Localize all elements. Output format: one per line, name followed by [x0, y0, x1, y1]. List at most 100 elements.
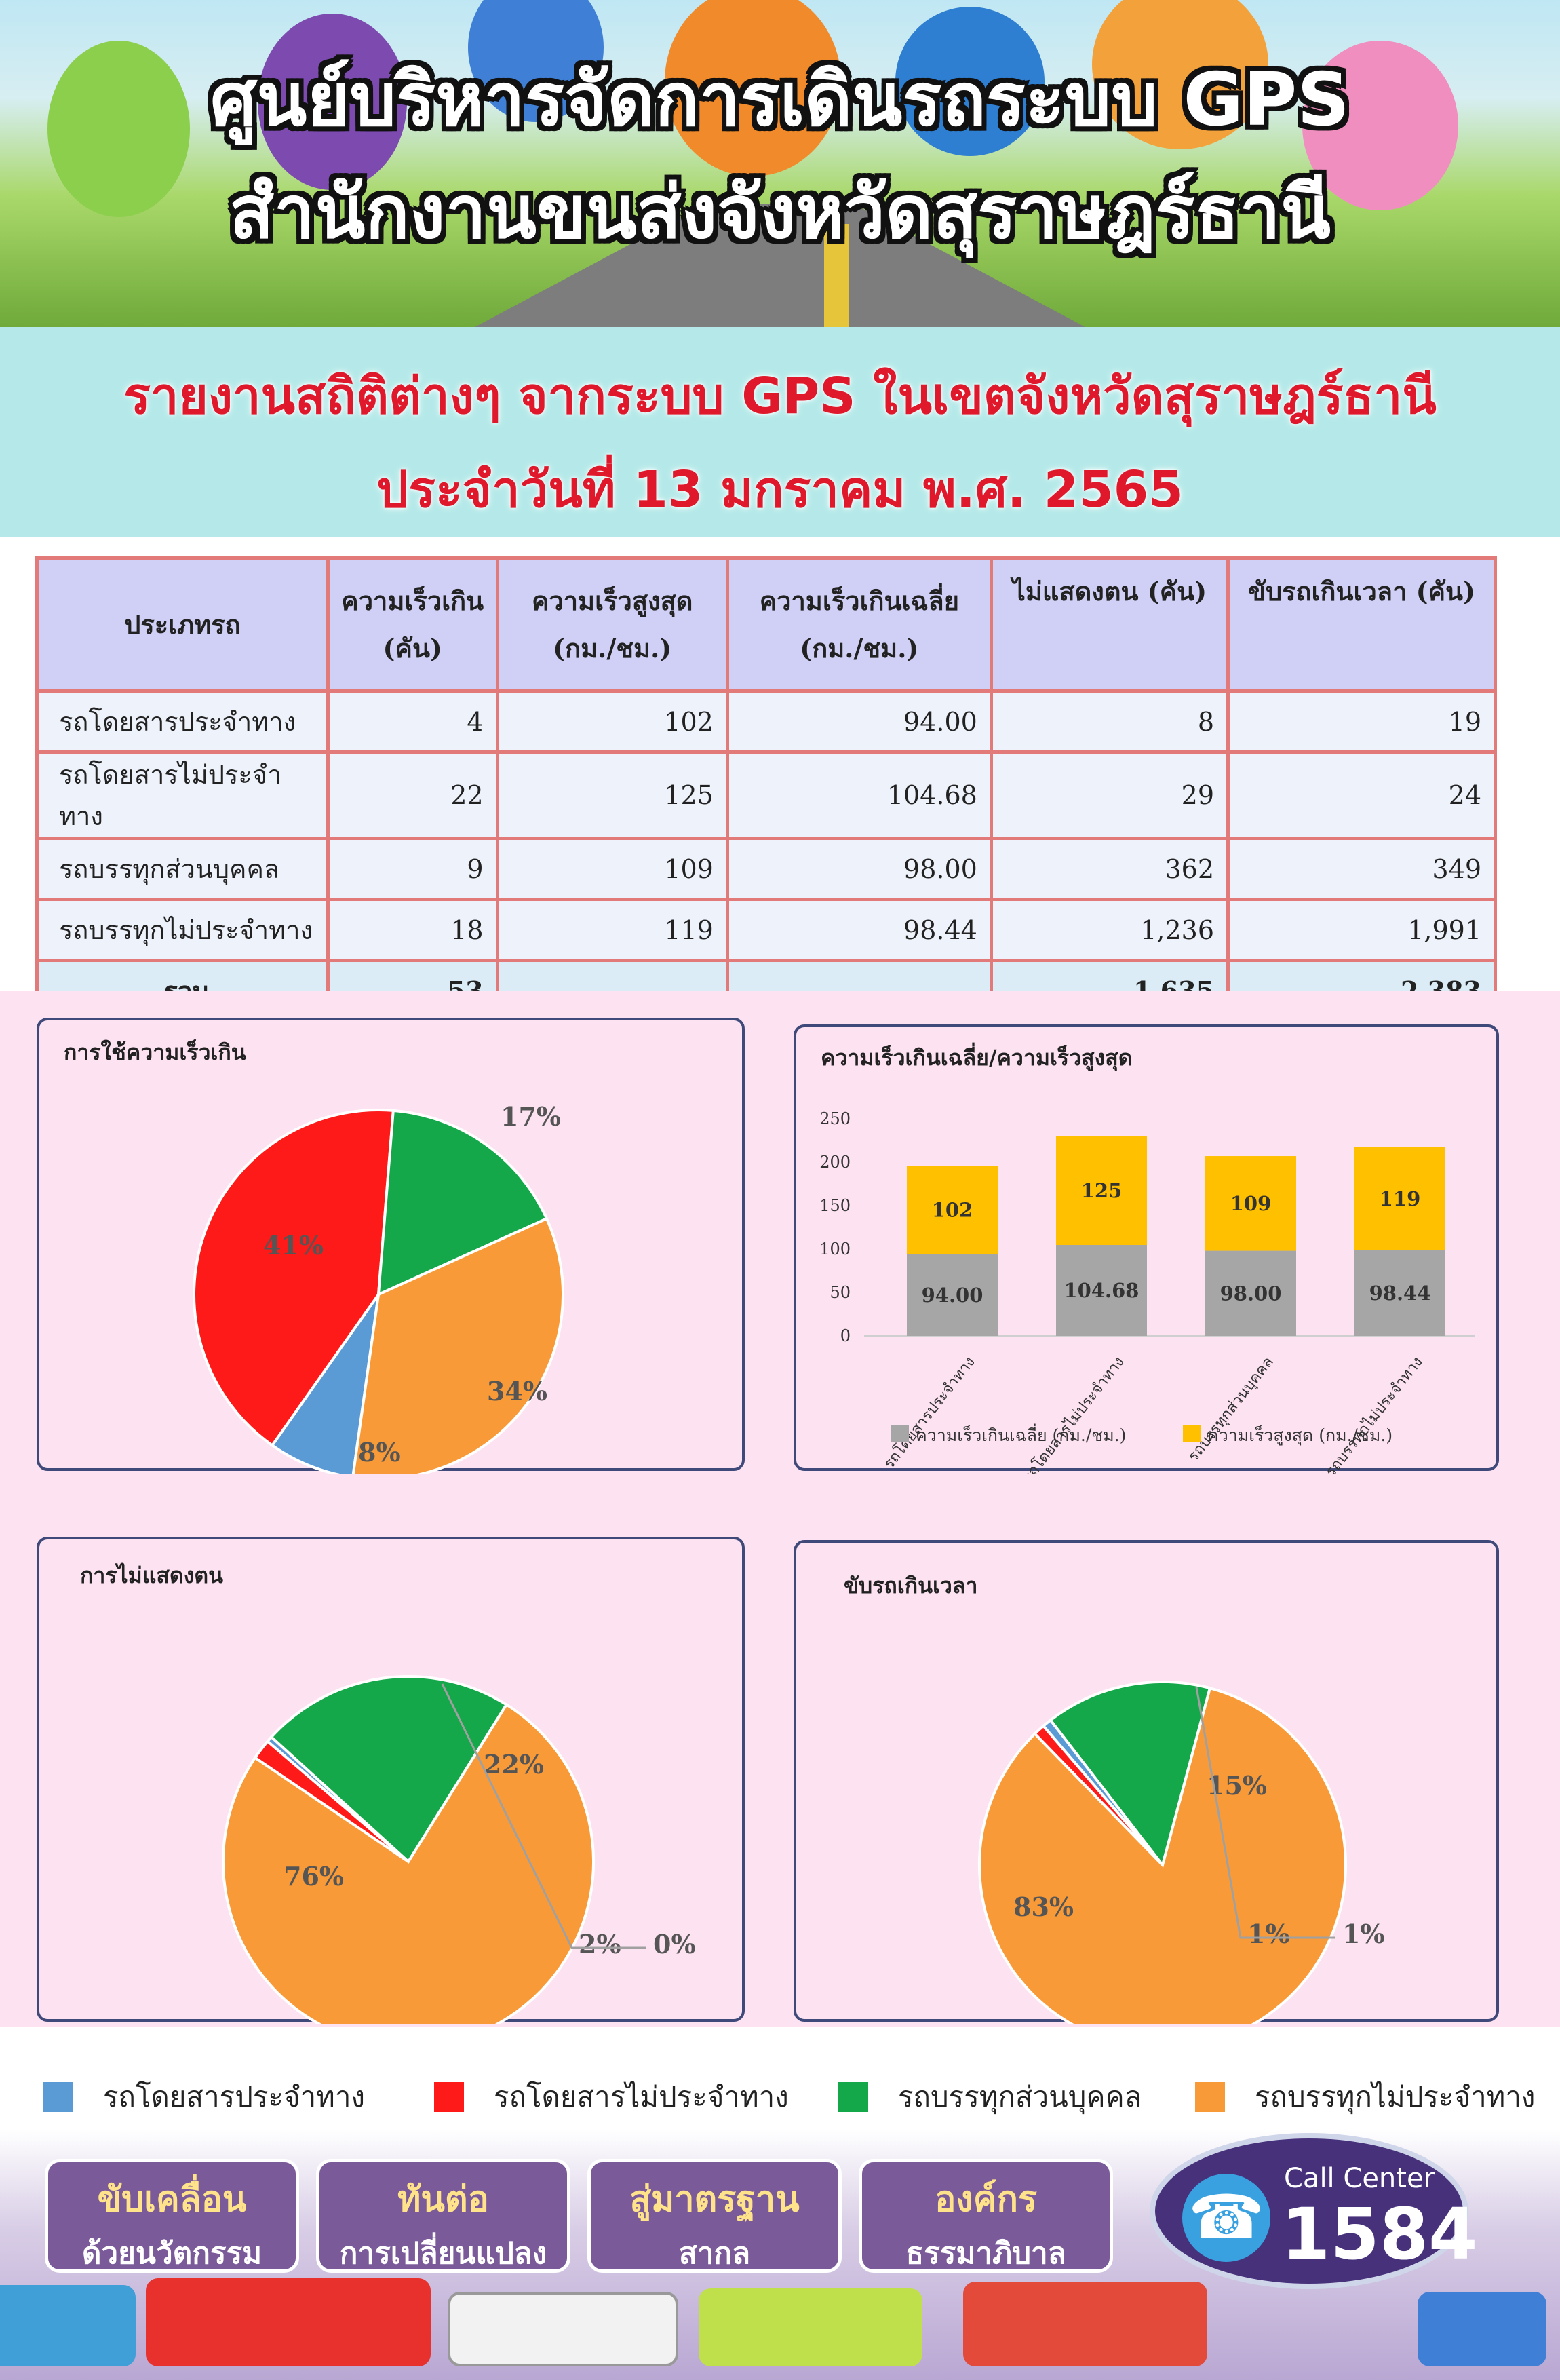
- y-tick-label: 50: [830, 1283, 851, 1302]
- table-cell: 349: [1226, 837, 1497, 901]
- pie-leader-line: [1195, 1687, 1335, 1939]
- header-overspeed-count: ความเร็วเกิน (คัน): [326, 556, 499, 693]
- charts-section: การใช้ความเร็วเกิน 8% 41% 17% 34% ความเร็วเ…: [0, 991, 1560, 2027]
- statistics-table-section: ประเภทรถ ความเร็วเกิน (คัน) ความเร็วสูงสุ…: [0, 537, 1560, 1023]
- bar-value-label: 94.00: [922, 1284, 983, 1307]
- slogan-top: ขับเคลื่อน: [97, 2179, 247, 2220]
- y-tick-label: 0: [840, 1326, 851, 1345]
- slogan-bottom: ธรรมาภิบาล: [905, 2236, 1066, 2271]
- header-avg-overspeed: ความเร็วเกินเฉลี่ย (กม./ชม.): [725, 556, 993, 693]
- statistics-table: ประเภทรถ ความเร็วเกิน (คัน) ความเร็วสูงสุ…: [35, 556, 1497, 1023]
- bar-avg-speed: [907, 1254, 998, 1336]
- van-illustration: [448, 2292, 678, 2366]
- road-line: [824, 224, 849, 327]
- red-bus-illustration: [146, 2278, 431, 2366]
- x-category-label: รถโดยสารประจำทาง: [880, 1354, 979, 1472]
- tuktuk-illustration: [1418, 2292, 1546, 2366]
- mascot-blue: [468, 0, 604, 122]
- pie-slice-truck-private: [1048, 1681, 1212, 1868]
- not-reporting-pie-chart: 0% 2% 22% 76%: [222, 1675, 696, 2024]
- legend-label: รถโดยสารประจำทาง: [103, 2080, 365, 2113]
- report-subtitle: รายงานสถิติต่างๆ จากระบบ GPS ในเขตจังหวั…: [0, 327, 1560, 537]
- table-cell: 119: [495, 898, 729, 962]
- taxi-illustration: [699, 2288, 922, 2366]
- table-cell: 109: [495, 837, 729, 901]
- table-cell: 19: [1226, 689, 1497, 754]
- pie-label-truck-nonfixed: 34%: [487, 1376, 547, 1406]
- speed-bar-panel: ความเร็วเกินเฉลี่ย/ความเร็วสูงสุด 0 50 100…: [794, 1024, 1499, 1474]
- y-tick-label: 200: [819, 1153, 851, 1172]
- pie-label-truck-private: 17%: [501, 1101, 561, 1132]
- mascot-orange: [665, 0, 841, 176]
- report-title: รายงานสถิติต่างๆ จากระบบ GPS ในเขตจังหวั…: [123, 367, 1437, 425]
- bar-legend-swatch: [1183, 1425, 1201, 1442]
- slogan-innovation: ขับเคลื่อน ด้วยนวัตกรรม: [45, 2159, 299, 2273]
- legend-swatch: [43, 2082, 73, 2112]
- table-cell: 98.00: [725, 837, 993, 901]
- table-cell: 18: [326, 898, 499, 962]
- bar-value-label: 109: [1230, 1192, 1272, 1215]
- pie-slice-truck-private: [269, 1675, 509, 1864]
- y-tick-label: 250: [819, 1109, 851, 1128]
- vehicle-type-legend: รถโดยสารประจำทาง รถโดยสารไม่ประจำทาง รถบ…: [0, 2027, 1560, 2129]
- report-date: ประจำวันที่ 13 มกราคม พ.ศ. 2565: [376, 461, 1184, 519]
- call-center-badge: ☎ Call Center 1584: [1150, 2133, 1477, 2289]
- bar-legend-label: ความเร็วสูงสุด (กม./ชม.): [1207, 1425, 1392, 1446]
- legend-swatch: [1195, 2082, 1225, 2112]
- bar-max-speed: [907, 1166, 998, 1254]
- table-row: รถโดยสารไม่ประจำทาง 22 125 104.68 29 24: [35, 750, 1497, 840]
- bar-legend-label: ความเร็วเกินเฉลี่ย (กม./ชม.): [916, 1423, 1126, 1445]
- pie-slice-truck-nonfixed: [978, 1686, 1347, 2024]
- x-category-label: รถบรรทุกส่วนบุคคล: [1185, 1354, 1277, 1465]
- pie-slice-bus-nonfixed: [193, 1109, 395, 1448]
- page-title-line-1: ศูนย์บริหารจัดการเดินรถระบบ GPS: [210, 58, 1350, 142]
- table-cell: 362: [989, 837, 1230, 901]
- truck-illustration: [963, 2282, 1207, 2366]
- pie-label-truck-nonfixed: 83%: [1013, 1892, 1074, 1922]
- legend-label: รถโดยสารไม่ประจำทาง: [494, 2080, 789, 2113]
- pie-slice-bus-fixed: [270, 1293, 380, 1474]
- table-cell: 94.00: [725, 689, 993, 754]
- bar-avg-speed: [1056, 1245, 1147, 1336]
- slogan-change: ทันต่อ การเปลี่ยนแปลง: [316, 2159, 570, 2273]
- y-tick-label: 100: [819, 1240, 851, 1259]
- chart-title: การใช้ความเร็วเกิน: [64, 1039, 246, 1065]
- bar-avg-speed: [1354, 1250, 1445, 1336]
- chart-title: ความเร็วเกินเฉลี่ย/ความเร็วสูงสุด: [821, 1045, 1133, 1071]
- table-row: รถบรรทุกส่วนบุคคล 9 109 98.00 362 349: [35, 837, 1497, 901]
- table-cell: 98.44: [725, 898, 993, 962]
- pie-label-bus-nonfixed: 1%: [1247, 1919, 1290, 1949]
- bar-value-label: 119: [1380, 1187, 1421, 1210]
- header-vehicle-type: ประเภทรถ: [35, 556, 330, 693]
- table-cell: 125: [495, 750, 729, 840]
- header-max-speed: ความเร็วสูงสุด (กม./ชม.): [495, 556, 729, 693]
- bar-value-label: 98.44: [1369, 1282, 1431, 1305]
- bar-max-speed: [1354, 1147, 1445, 1250]
- header-not-reporting: ไม่แสดงตน (คัน): [989, 556, 1230, 693]
- table-header-row: ประเภทรถ ความเร็วเกิน (คัน) ความเร็วสูงสุ…: [35, 556, 1497, 693]
- legend-swatch: [838, 2082, 868, 2112]
- mascot-pink: [1302, 41, 1458, 210]
- table-cell: 8: [989, 689, 1230, 754]
- legend-item-truck-private: รถบรรทุกส่วนบุคคล: [838, 2075, 1142, 2119]
- pie-label-truck-nonfixed: 76%: [284, 1861, 344, 1892]
- pie-label-bus-fixed: 0%: [653, 1929, 696, 1959]
- x-category-label: รถบรรทุกไม่ประจำทาง: [1322, 1354, 1426, 1474]
- page-title-line-2: สำนักงานขนส่งจังหวัดสุราษฎร์ธานี: [229, 170, 1331, 255]
- table-cell: 1,236: [989, 898, 1230, 962]
- pie-slice-truck-nonfixed: [222, 1702, 595, 2024]
- table-row: รถโดยสารประจำทาง 4 102 94.00 8 19: [35, 689, 1497, 754]
- table-cell: 22: [326, 750, 499, 840]
- overspeed-pie-chart: 8% 41% 17% 34%: [193, 1101, 564, 1474]
- pie-slice-truck-nonfixed: [351, 1216, 564, 1474]
- table-cell-vehicle-type: รถโดยสารประจำทาง: [35, 689, 330, 754]
- x-category-label: รถโดยสารไม่ประจำทาง: [1019, 1354, 1128, 1474]
- slogan-top: สู่มาตรฐาน: [629, 2179, 800, 2220]
- slogan-standard: สู่มาตรฐาน สากล: [587, 2159, 842, 2273]
- overtime-pie-chart: 1% 1% 15% 83%: [978, 1681, 1385, 2024]
- bar-value-label: 125: [1081, 1179, 1123, 1202]
- pie-label-truck-private: 15%: [1207, 1770, 1267, 1801]
- table-cell: 24: [1226, 750, 1497, 840]
- slogan-top: ทันต่อ: [397, 2179, 489, 2220]
- table-cell: 9: [326, 837, 499, 901]
